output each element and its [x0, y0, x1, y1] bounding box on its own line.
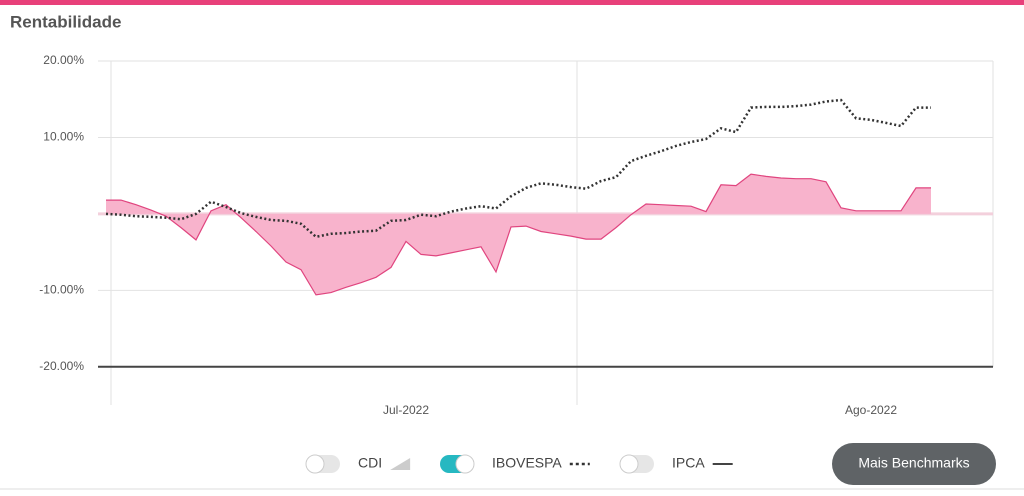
- x-tick-label: Ago-2022: [845, 403, 897, 417]
- legend-label[interactable]: CDI: [358, 455, 382, 471]
- legend-label[interactable]: IBOVESPA: [492, 455, 562, 471]
- button-label[interactable]: Mais Benchmarks: [858, 455, 969, 471]
- legend-label[interactable]: IPCA: [672, 455, 705, 471]
- legend-item[interactable]: IBOVESPA: [440, 454, 590, 474]
- title: Rentabilidade: [10, 12, 121, 31]
- y-tick-label: 20.00%: [43, 53, 84, 67]
- top-bar: [0, 0, 1024, 5]
- y-tick-label: 10.00%: [43, 130, 84, 144]
- legend-item[interactable]: CDI: [305, 454, 411, 474]
- line: [106, 173, 931, 296]
- button-bg[interactable]: [832, 443, 996, 485]
- line: [105, 98, 931, 239]
- y-tick-label: -20.00%: [39, 359, 84, 373]
- toggle-knob[interactable]: [455, 454, 475, 474]
- legend-symbol[interactable]: [390, 458, 411, 470]
- area: [106, 174, 931, 295]
- toggle-knob[interactable]: [619, 454, 639, 474]
- legend-item[interactable]: IPCA: [619, 454, 733, 474]
- x-tick-label: Jul-2022: [383, 403, 429, 417]
- y-tick-label: -10.00%: [39, 283, 84, 297]
- toggle-knob[interactable]: [305, 454, 325, 474]
- button[interactable]: Mais Benchmarks: [832, 443, 996, 485]
